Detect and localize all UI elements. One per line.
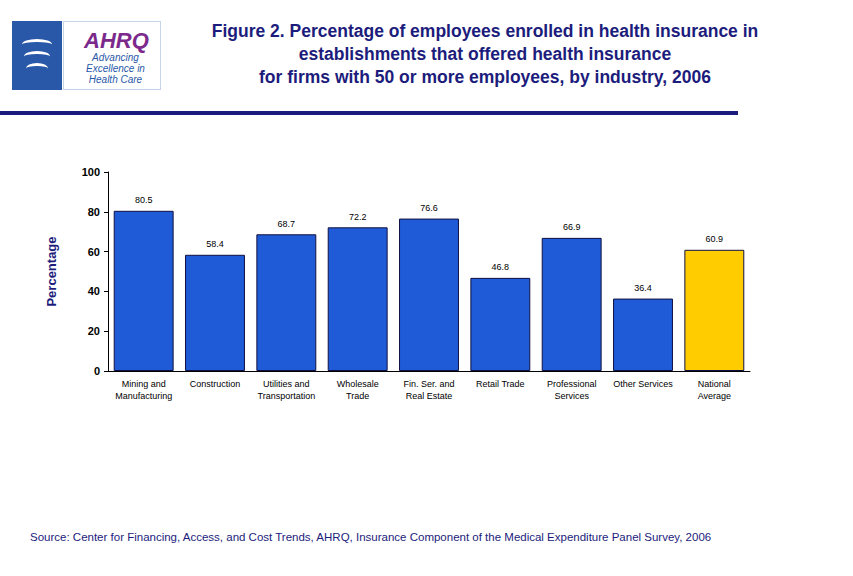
html-text:AHRQ: AHRQ [84, 28, 149, 53]
svg-text:Utilities and: Utilities and [263, 379, 310, 389]
svg-text:Trade: Trade [346, 391, 369, 401]
svg-text:58.4: 58.4 [206, 239, 224, 249]
svg-text:Construction: Construction [190, 379, 241, 389]
svg-text:20: 20 [88, 325, 100, 337]
svg-text:36.4: 36.4 [634, 283, 652, 293]
svg-text:72.2: 72.2 [349, 212, 367, 222]
svg-text:0: 0 [94, 365, 100, 377]
html-text:Source: Center for Financing,: Source: Center for Financing, Access, an… [30, 531, 712, 543]
html-text:Advancing Excellence in Health: Advancing Excellence in Health Care [86, 52, 145, 85]
svg-text:Average: Average [698, 391, 731, 401]
svg-text:80: 80 [88, 206, 100, 218]
svg-text:Other Services: Other Services [613, 379, 673, 389]
svg-text:Percentage: Percentage [44, 236, 59, 306]
svg-text:Real Estate: Real Estate [406, 391, 453, 401]
svg-text:Professional: Professional [547, 379, 597, 389]
svg-text:60: 60 [88, 246, 100, 258]
svg-text:60.9: 60.9 [706, 234, 724, 244]
svg-text:Services: Services [554, 391, 589, 401]
svg-text:National: National [698, 379, 731, 389]
svg-text:Fin. Ser. and: Fin. Ser. and [403, 379, 454, 389]
svg-text:Transportation: Transportation [257, 391, 315, 401]
svg-text:66.9: 66.9 [563, 222, 581, 232]
svg-text:Mining and: Mining and [122, 379, 166, 389]
svg-text:76.6: 76.6 [420, 203, 438, 213]
svg-text:68.7: 68.7 [278, 219, 296, 229]
html-text:Figure 2. Percentage of employ: Figure 2. Percentage of employees enroll… [211, 21, 759, 87]
svg-text:Retail Trade: Retail Trade [476, 379, 525, 389]
svg-text:100: 100 [82, 166, 100, 178]
svg-text:40: 40 [88, 285, 100, 297]
svg-text:46.8: 46.8 [492, 262, 510, 272]
svg-text:Manufacturing: Manufacturing [115, 391, 172, 401]
svg-text:Wholesale: Wholesale [337, 379, 379, 389]
svg-text:80.5: 80.5 [135, 195, 153, 205]
